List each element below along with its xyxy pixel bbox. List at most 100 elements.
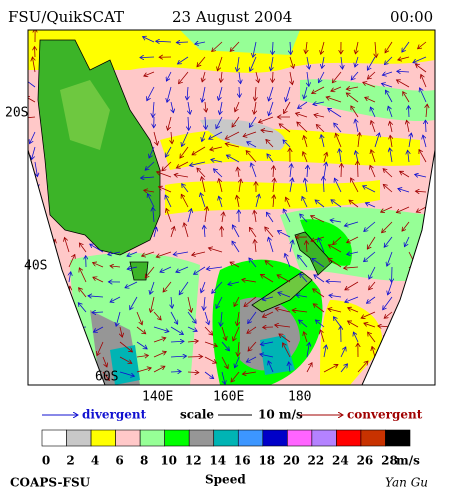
- wind-vector: [88, 296, 104, 297]
- wind-vector: [370, 107, 376, 118]
- lon-label: 180: [288, 390, 311, 405]
- wind-vector: [170, 371, 181, 372]
- wind-vector: [184, 223, 189, 238]
- colorbar-tick: 22: [308, 454, 325, 468]
- wind-vector: [244, 296, 257, 307]
- colorbar: 0 2 4 6 8 10 12 14 16 18 20 22 24 26 28m/s: [41, 429, 420, 468]
- wind-vector: [388, 281, 393, 295]
- wind-vector: [402, 41, 410, 52]
- wind-vector: [290, 164, 292, 178]
- wind-vector: [398, 57, 410, 60]
- wind-vector: [249, 258, 257, 268]
- wind-vector: [90, 244, 104, 253]
- wind-vector: [180, 146, 189, 158]
- wind-vector: [277, 231, 291, 238]
- wind-vector: [170, 226, 174, 238]
- wind-vector: [365, 203, 376, 208]
- wind-vector: [120, 326, 122, 337]
- wind-vector: [157, 172, 172, 178]
- wind-vector: [225, 131, 240, 139]
- wind-vector: [271, 56, 273, 71]
- wind-vector: [323, 177, 324, 193]
- wind-vector: [204, 225, 205, 238]
- wind-vector: [403, 92, 410, 103]
- lon-label: 160E: [213, 390, 244, 405]
- wind-vector: [218, 86, 223, 100]
- wind-vector: [415, 64, 427, 73]
- wind-vector: [143, 37, 155, 43]
- wind-vector: [260, 342, 274, 345]
- wind-vector: [110, 266, 121, 267]
- colorbar-tick: 6: [115, 454, 123, 468]
- wind-vector: [321, 41, 325, 54]
- wind-vector: [334, 123, 342, 133]
- wind-vector: [407, 120, 409, 133]
- wind-vector: [331, 86, 342, 91]
- wind-vector: [364, 323, 376, 328]
- wind-vector: [384, 311, 393, 318]
- wind-vector: [187, 209, 191, 223]
- wind-vector: [153, 326, 169, 332]
- wind-vector: [102, 356, 107, 367]
- wind-vector: [402, 221, 410, 231]
- wind-vector: [400, 171, 410, 178]
- colorbar-label: Speed: [205, 473, 246, 487]
- wind-vector: [307, 342, 309, 358]
- wind-vector: [153, 366, 165, 373]
- wind-vector: [206, 267, 223, 269]
- wind-vector: [289, 240, 293, 253]
- wind-vector: [171, 296, 172, 308]
- wind-vector: [136, 368, 151, 373]
- colorbar-swatch: [115, 429, 141, 447]
- wind-vector: [216, 116, 223, 129]
- wind-vector: [243, 131, 257, 137]
- wind-vector: [320, 330, 325, 343]
- wind-vector: [147, 86, 155, 101]
- wind-vector: [221, 371, 225, 384]
- wind-vector: [300, 274, 308, 283]
- wind-vector: [30, 131, 36, 144]
- wind-vector: [187, 356, 203, 357]
- wind-vector: [311, 216, 325, 223]
- wind-vector: [79, 268, 87, 283]
- wind-vector: [364, 221, 376, 231]
- wind-vector: [398, 189, 410, 193]
- wind-vector: [323, 365, 338, 373]
- wind-vector: [176, 266, 189, 272]
- wind-vector: [254, 210, 256, 223]
- wind-vector: [213, 169, 223, 178]
- wind-vector: [141, 177, 155, 178]
- lat-label: 40S: [24, 259, 47, 274]
- wind-vector: [266, 139, 274, 148]
- wind-vector: [300, 214, 308, 223]
- wind-vector: [156, 251, 172, 257]
- wind-vector: [304, 136, 308, 148]
- wind-vector: [426, 104, 427, 118]
- wind-vector: [268, 86, 274, 101]
- wind-vector: [371, 121, 376, 133]
- wind-vector: [194, 266, 206, 274]
- wind-vector: [368, 332, 376, 343]
- wind-vector: [336, 133, 342, 148]
- wind-vector: [331, 200, 342, 208]
- wind-vector: [167, 86, 172, 102]
- wind-vector: [92, 312, 104, 313]
- wind-vector: [34, 46, 35, 58]
- wind-vector: [28, 77, 36, 88]
- wind-vector: [211, 160, 223, 162]
- wind-vector: [35, 161, 37, 177]
- wind-vector: [315, 320, 325, 328]
- wind-vector: [174, 175, 189, 177]
- wind-vector: [370, 165, 376, 178]
- wind-vector: [31, 146, 36, 160]
- wind-vector: [258, 116, 274, 122]
- wind-vector: [307, 56, 309, 69]
- wind-vector: [170, 356, 187, 357]
- wind-vector: [256, 71, 259, 83]
- wind-vector: [147, 194, 155, 208]
- wind-vector: [272, 71, 273, 83]
- wind-vector: [102, 371, 109, 380]
- wind-vector: [232, 241, 240, 253]
- wind-vector: [181, 194, 189, 208]
